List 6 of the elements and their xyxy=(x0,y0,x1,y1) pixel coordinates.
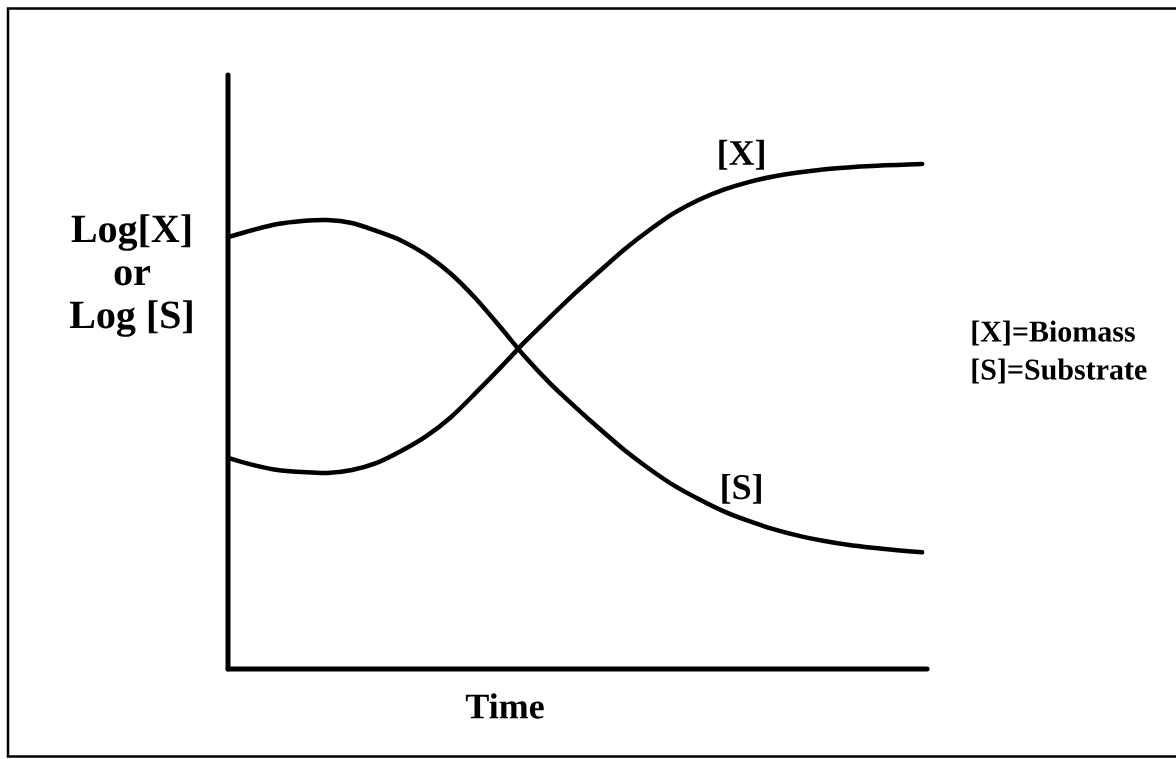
x-axis-title: Time xyxy=(465,693,544,719)
series-label: [S] xyxy=(722,473,761,504)
text: [X]=Biomass xyxy=(972,320,1135,346)
series-label: [X] xyxy=(719,139,764,170)
text: [S]=Substrate xyxy=(972,358,1147,384)
y-axis-title: Log[X] or Log [S] xyxy=(69,214,192,337)
